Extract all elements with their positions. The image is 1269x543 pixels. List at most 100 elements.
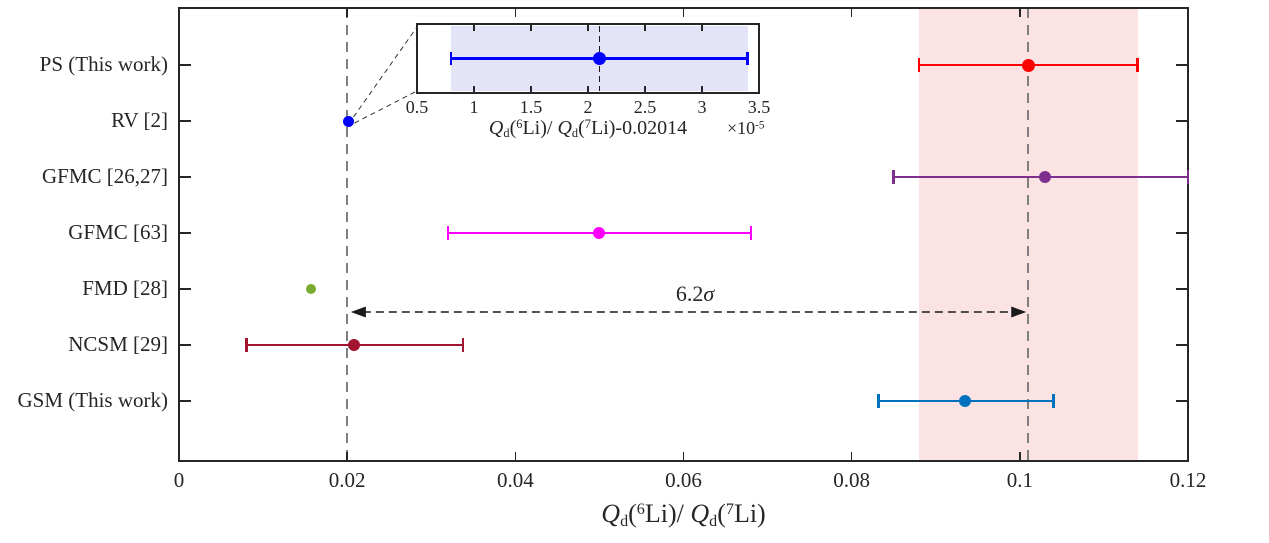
label-token: Li)-0.02014 [590, 117, 688, 139]
x-tick-label: 0.12 [1169, 468, 1207, 492]
category-label: FMD [28] [82, 276, 168, 300]
label-token: d [620, 513, 629, 531]
label-token: 6 [516, 116, 523, 131]
label-token: 6.2 [675, 281, 704, 306]
x-tick-top [850, 9, 853, 17]
inset-x-tick-label: 1 [469, 97, 479, 117]
x-tick-top [178, 9, 180, 17]
label-token: ( [578, 117, 585, 139]
label-token: ( [509, 117, 517, 139]
x-tick-top [1019, 9, 1021, 17]
x-tick-bottom [682, 452, 685, 460]
x-tick-top [514, 9, 517, 17]
label-token: Q [601, 499, 621, 528]
label-token: σ [703, 281, 715, 306]
y-tick-left [180, 176, 191, 178]
x-tick-label: 0.04 [496, 468, 534, 492]
y-tick-left [180, 232, 191, 234]
errorbar-cap-left [245, 338, 248, 352]
inset-x-tick-top [530, 25, 532, 31]
category-label: PS (This work) [39, 52, 168, 76]
x-tick-bottom [1019, 452, 1021, 460]
category-label: NCSM [29] [68, 332, 168, 356]
inset-x-tick-bottom [473, 86, 475, 92]
label-token: Li)/ [644, 499, 691, 528]
y-tick-right [1176, 344, 1187, 346]
inset-x-tick-top [644, 25, 646, 31]
errorbar-cap-left [892, 170, 895, 184]
y-tick-left [180, 64, 191, 66]
y-tick-right [1176, 64, 1187, 66]
label-token: 7 [584, 116, 591, 131]
inset-errorbar-cap-right [746, 52, 749, 65]
label-token: 7 [725, 500, 734, 518]
label-token: 6 [636, 500, 645, 518]
data-point [959, 395, 972, 407]
x-tick-label: 0.08 [833, 468, 871, 492]
label-token: d [503, 126, 510, 141]
data-point [347, 339, 360, 351]
axes-frame [178, 7, 1189, 462]
inset-x-tick-label: 2.5 [633, 97, 657, 117]
inset-x-tick-bottom [644, 86, 646, 92]
x-tick-bottom [514, 452, 517, 460]
y-tick-right [1176, 232, 1187, 234]
inset-x-axis-label: Qd(6Li)/ Qd(7Li)-0.02014 [423, 116, 753, 141]
inset-x-tick-label: 3.5 [747, 97, 771, 117]
errorbar-cap-right [749, 226, 753, 240]
inset-x-tick-bottom [416, 86, 418, 92]
label-token: Q [690, 499, 710, 528]
inset-x-tick-top [587, 25, 589, 31]
inset-x-tick-top [758, 25, 760, 31]
inset-x-tick-top [473, 25, 475, 31]
inset-frame [416, 23, 760, 94]
x-axis-title: Qd(6Li)/ Qd(7Li) [514, 498, 854, 531]
errorbar-cap-left [446, 226, 450, 240]
category-label: GSM (This work) [17, 388, 169, 412]
data-point [343, 115, 354, 127]
category-label: RV [2] [111, 108, 168, 132]
label-token: d [709, 513, 718, 531]
errorbar-cap-right [461, 338, 465, 352]
y-tick-right [1176, 288, 1187, 290]
reference-line-0 [346, 8, 349, 461]
y-tick-left [180, 344, 191, 346]
data-point [593, 227, 606, 239]
inset-data-point [592, 52, 606, 65]
y-tick-right [1176, 400, 1187, 402]
inset-x-tick-bottom [758, 86, 760, 92]
label-token: ( [717, 499, 726, 528]
errorbar-cap-right [1052, 394, 1055, 408]
x-tick-bottom [1187, 452, 1189, 460]
x-tick-top [682, 9, 685, 17]
inset-x-tick-top [416, 25, 418, 31]
data-point [1039, 171, 1052, 183]
errorbar-cap-right [1136, 58, 1139, 72]
category-label: GFMC [26,27] [41, 164, 168, 188]
reference-line-1 [1027, 8, 1030, 461]
category-label: GFMC [63] [68, 220, 168, 244]
x-tick-label: 0.02 [328, 468, 366, 492]
x-tick-label: 0.06 [665, 468, 702, 492]
errorbar-cap-left [917, 58, 921, 72]
label-token: Q [557, 117, 572, 139]
inset-x-tick-label: 3 [697, 97, 707, 117]
inset-x-tick-bottom [530, 86, 532, 92]
x-tick-label: 0.1 [1006, 468, 1033, 492]
inset-x-tick-top [701, 25, 703, 31]
errorbar-cap-left [877, 394, 880, 408]
y-tick-left [180, 400, 191, 402]
data-point [306, 284, 316, 294]
x-tick-top [1187, 9, 1189, 17]
inset-x-tick-bottom [587, 86, 589, 92]
x-tick-bottom [178, 452, 180, 460]
inset-x-tick-label: 2 [583, 97, 593, 117]
x-tick-label: 0 [173, 468, 185, 492]
inset-x-tick-bottom [701, 86, 703, 92]
inset-x-tick-label: 1.5 [519, 97, 543, 117]
label-token: Li) [733, 499, 766, 528]
y-tick-left [180, 288, 191, 290]
label-token: ( [628, 499, 637, 528]
x-tick-bottom [850, 452, 853, 460]
